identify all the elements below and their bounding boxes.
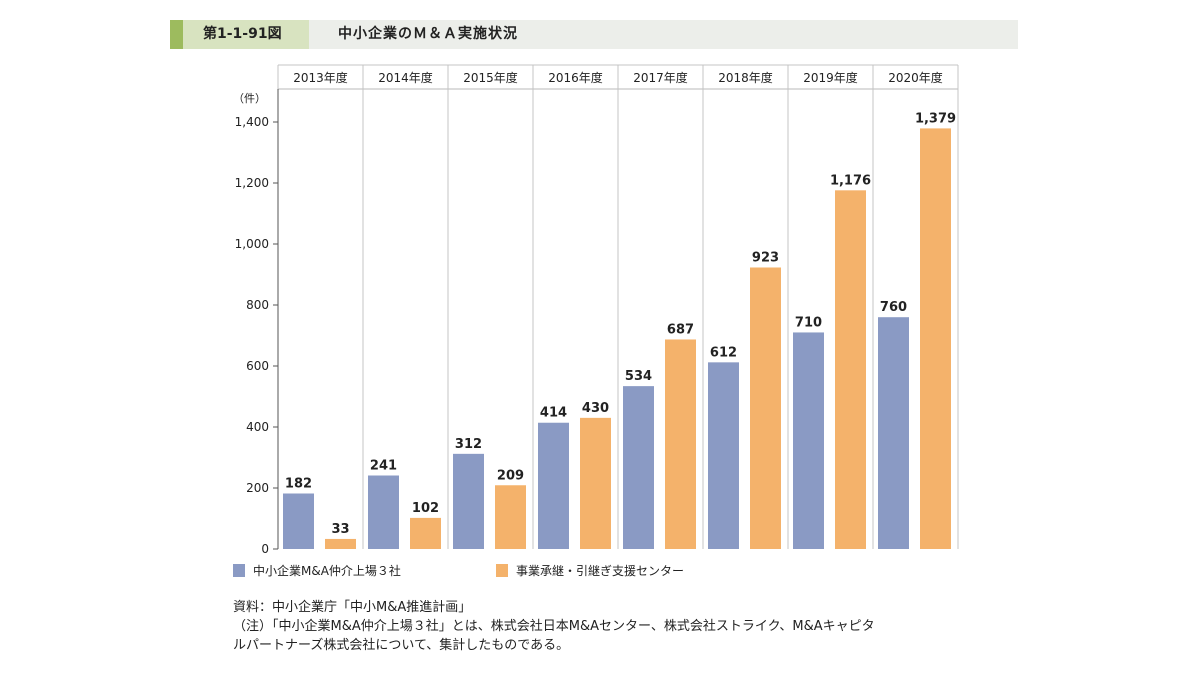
bar-series-1	[368, 475, 399, 549]
data-label: 1,176	[830, 173, 871, 188]
bar-series-1	[453, 453, 484, 549]
category-label: 2020年度	[888, 70, 943, 85]
data-label: 209	[497, 468, 524, 483]
title-accent-stripe	[170, 20, 183, 49]
figure-notes: 資料：中小企業庁「中小M&A推進計画」 （注）「中小企業M&A仲介上場３社」とは…	[233, 598, 1013, 655]
footnote-line-1: （注）「中小企業M&A仲介上場３社」とは、株式会社日本M&Aセンター、株式会社ス…	[233, 619, 875, 634]
category-label: 2019年度	[803, 70, 858, 85]
category-label: 2018年度	[718, 70, 773, 85]
bar-series-2	[580, 417, 611, 549]
figure-title: 中小企業のＭ＆Ａ実施状況	[338, 26, 518, 42]
data-label: 534	[625, 369, 652, 384]
category-label: 2017年度	[633, 70, 688, 85]
data-label: 312	[455, 437, 482, 452]
bar-series-2	[410, 517, 441, 549]
bar-series-2	[665, 339, 696, 549]
figure-number: 第1-1-91図	[183, 20, 309, 49]
y-tick-label: 400	[246, 420, 269, 434]
data-label: 612	[710, 345, 737, 360]
bar-series-2	[750, 267, 781, 549]
source-note: 資料：中小企業庁「中小M&A推進計画」	[233, 600, 472, 615]
legend-label-series-2: 事業承継・引継ぎ支援センター	[516, 564, 685, 578]
data-label: 102	[412, 501, 439, 516]
y-tick-label: 0	[261, 542, 269, 556]
y-tick-label: 1,400	[235, 115, 269, 129]
category-label: 2016年度	[548, 70, 603, 85]
bar-series-2	[495, 485, 526, 549]
legend-swatch-series-1	[233, 564, 245, 577]
data-label: 33	[331, 522, 349, 537]
bar-series-1	[623, 386, 654, 549]
bar-series-2	[835, 190, 866, 549]
footnote-line-2: ルパートナーズ株式会社について、集計したものである。	[233, 638, 570, 653]
bar-chart: 2013年度 2014年度 2015年度 2016年度 2017年度 2018年度 2019…	[233, 64, 959, 556]
bar-series-1	[708, 362, 739, 549]
category-label: 2013年度	[293, 70, 348, 85]
bar-series-2	[325, 538, 356, 549]
y-tick-label: 800	[246, 298, 269, 312]
bar-series-1	[283, 493, 314, 549]
y-tick-label: 200	[246, 481, 269, 495]
data-label: 430	[582, 401, 609, 416]
data-label: 923	[752, 250, 779, 265]
bar-series-1	[793, 332, 824, 549]
legend-swatch-series-2	[496, 564, 508, 577]
y-tick-label: 1,000	[235, 237, 269, 251]
data-label: 760	[880, 300, 907, 315]
y-tick-label: 1,200	[235, 176, 269, 190]
category-label: 2014年度	[378, 70, 433, 85]
data-label: 241	[370, 458, 397, 473]
legend-label-series-1: 中小企業M&A仲介上場３社	[253, 564, 401, 578]
y-tick-label: 600	[246, 359, 269, 373]
y-axis-unit: （件）	[233, 92, 266, 105]
bar-series-1	[878, 317, 909, 549]
bar-series-2	[920, 128, 951, 549]
data-label: 710	[795, 315, 822, 330]
figure-title-bar: 第1-1-91図 中小企業のＭ＆Ａ実施状況	[170, 20, 1018, 49]
bar-series-1	[538, 422, 569, 549]
data-label: 687	[667, 322, 694, 337]
data-label: 414	[540, 406, 567, 421]
data-label: 1,379	[915, 111, 956, 126]
category-label: 2015年度	[463, 70, 518, 85]
data-label: 182	[285, 476, 312, 491]
